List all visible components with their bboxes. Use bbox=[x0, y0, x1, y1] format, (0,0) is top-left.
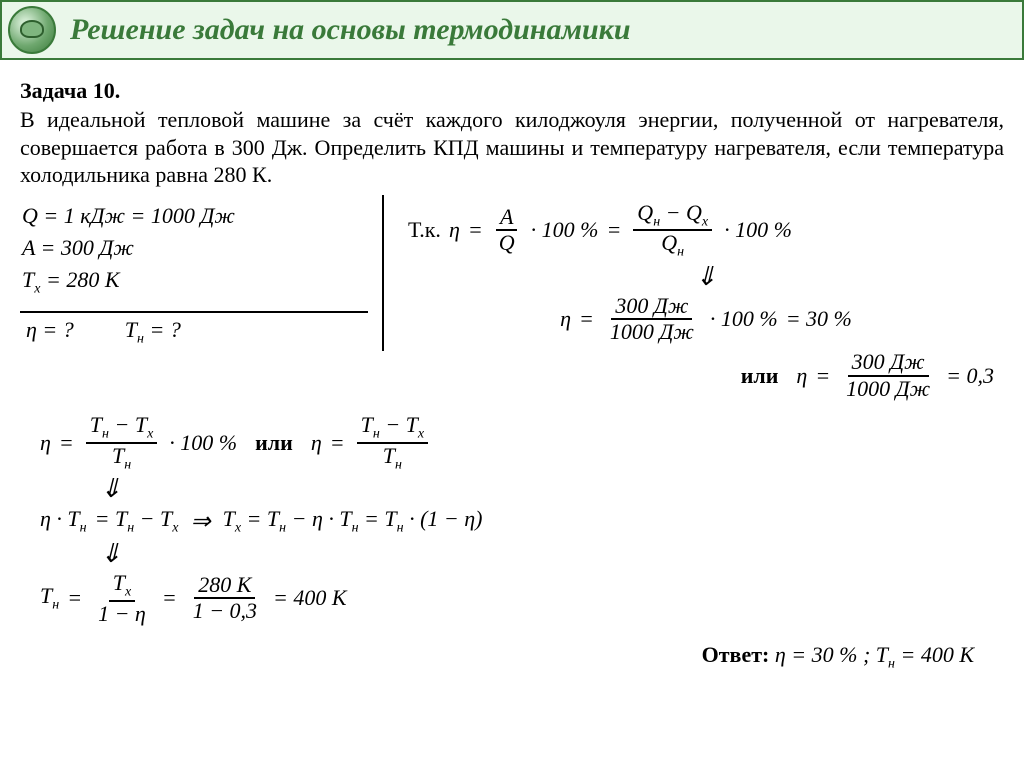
frac-calc: 300 Дж 1000 Дж bbox=[606, 294, 698, 344]
eq6: = bbox=[330, 430, 345, 456]
fracTnc-den: 1 − 0,3 bbox=[189, 599, 261, 623]
frac-alt: 300 Дж 1000 Дж bbox=[842, 350, 934, 400]
answer-label: Ответ: bbox=[702, 642, 775, 667]
find-eta: η = ? bbox=[26, 317, 74, 342]
eq8: = bbox=[162, 585, 177, 611]
frac-AQ-den: Q bbox=[495, 231, 519, 255]
answer-Tn: Tн = 400 K bbox=[876, 642, 974, 667]
eq7: = bbox=[67, 585, 82, 611]
dot100-1: · 100 % bbox=[531, 217, 599, 243]
alt-den: 1000 Дж bbox=[842, 377, 934, 401]
frac-QQ-den: Qн bbox=[657, 231, 688, 260]
eq5: = bbox=[59, 430, 74, 456]
page-title: Решение задач на основы термодинамики bbox=[70, 13, 631, 47]
dot100-3: · 100 % bbox=[710, 306, 778, 332]
der-eq1: = Tн − Tx bbox=[95, 506, 179, 536]
header-logo-icon bbox=[8, 6, 56, 54]
find-Tn-sub: н bbox=[137, 331, 144, 346]
frac-AQ-num: A bbox=[496, 205, 517, 231]
page-header: Решение задач на основы термодинамики bbox=[0, 0, 1024, 60]
eta2: η bbox=[560, 306, 571, 332]
given-and-find: Q = 1 кДж = 1000 Дж A = 300 Дж Tx = 280 … bbox=[20, 195, 384, 352]
fracTn-den: 1 − η bbox=[94, 602, 150, 626]
calc-res: = 30 % bbox=[786, 306, 852, 332]
answer-eta: η = 30 % bbox=[775, 642, 863, 667]
arrow-down-1: ⇓ bbox=[408, 264, 1004, 290]
given-block: Q = 1 кДж = 1000 Дж A = 300 Дж Tx = 280 … bbox=[20, 195, 384, 352]
dot100-4: · 100 % bbox=[169, 430, 237, 456]
find-Tn-sym: T bbox=[125, 317, 137, 342]
eta4: η bbox=[40, 430, 51, 456]
since: Т.к. bbox=[408, 217, 441, 243]
frac-QQ: Qн − Qx Qн bbox=[633, 201, 712, 261]
problem-label: Задача 10. bbox=[20, 78, 1004, 104]
temp-den2: Tн bbox=[379, 444, 406, 473]
eq-Tn-result: Tн = Tx 1 − η = 280 K 1 − 0,3 = 400 K bbox=[40, 571, 984, 626]
given-Q: Q = 1 кДж = 1000 Дж bbox=[22, 203, 362, 229]
eq3: = bbox=[579, 306, 594, 332]
eq1: = bbox=[468, 217, 483, 243]
Tx-sym: T bbox=[22, 267, 34, 292]
Tx-rest: = 280 K bbox=[40, 267, 119, 292]
eq4: = bbox=[815, 363, 830, 389]
fracTnc-num: 280 K bbox=[194, 573, 255, 599]
Tn-lhs: Tн bbox=[40, 583, 59, 613]
eq-eta-temp: η = Tн − Tx Tн · 100 % или η = Tн − Tx T… bbox=[40, 413, 984, 473]
eq-eta-alt: или η = 300 Дж 1000 Дж = 0,3 bbox=[408, 350, 1004, 400]
eq2: = bbox=[606, 217, 621, 243]
frac-AQ: A Q bbox=[495, 205, 519, 255]
etaTn: η · Tн bbox=[40, 506, 87, 536]
eta3: η bbox=[796, 363, 807, 389]
find-Tn: Tн = ? bbox=[125, 317, 181, 342]
arrow-down-2: ⇓ bbox=[40, 476, 984, 502]
eq-eta-def: Т.к. η = A Q · 100 % = Qн − Qx Qн bbox=[408, 201, 1004, 261]
alt-res: = 0,3 bbox=[946, 363, 994, 389]
alt-num: 300 Дж bbox=[848, 350, 929, 376]
fracTn-num: Tx bbox=[109, 571, 135, 602]
eq-derive: η · Tн = Tн − Tx ⇒ Tx = Tн − η · Tн = Tн… bbox=[40, 506, 984, 536]
calc-num: 300 Дж bbox=[611, 294, 692, 320]
frac-QQ-num: Qн − Qx bbox=[633, 201, 712, 232]
or-1: или bbox=[731, 363, 789, 389]
answer-sep: ; bbox=[863, 642, 876, 667]
dot100-2: · 100 % bbox=[724, 217, 792, 243]
given-Tx: Tx = 280 K bbox=[22, 267, 362, 297]
temp-num: Tн − Tx bbox=[86, 413, 158, 444]
Tn-result: = 400 K bbox=[273, 585, 347, 611]
frac-Tn-calc: 280 K 1 − 0,3 bbox=[189, 573, 261, 623]
temp-num2: Tн − Tx bbox=[357, 413, 429, 444]
find-box: η = ? Tн = ? bbox=[20, 313, 372, 351]
work-row: Q = 1 кДж = 1000 Дж A = 300 Дж Tx = 280 … bbox=[20, 195, 1004, 407]
arrow-right-1: ⇒ bbox=[186, 507, 214, 536]
Tx-eq: Tx = Tн − η · Tн = Tн · (1 − η) bbox=[223, 506, 483, 536]
answer-line: Ответ: η = 30 % ; Tн = 400 K bbox=[20, 636, 1004, 672]
frac-Tn: Tx 1 − η bbox=[94, 571, 150, 626]
eq-eta-calc: η = 300 Дж 1000 Дж · 100 % = 30 % bbox=[408, 294, 1004, 344]
given-A: A = 300 Дж bbox=[22, 235, 362, 261]
content-area: Задача 10. В идеальной тепловой машине з… bbox=[0, 60, 1024, 672]
given-box: Q = 1 кДж = 1000 Дж A = 300 Дж Tx = 280 … bbox=[20, 195, 368, 313]
eta5: η bbox=[311, 430, 322, 456]
find-Tn-rest: = ? bbox=[144, 317, 181, 342]
lower-solution: η = Tн − Tx Tн · 100 % или η = Tн − Tx T… bbox=[20, 413, 1004, 626]
or-2: или bbox=[245, 430, 303, 456]
eta1: η bbox=[449, 217, 460, 243]
frac-temp: Tн − Tx Tн bbox=[86, 413, 158, 473]
temp-den: Tн bbox=[108, 444, 135, 473]
frac-temp2: Tн − Tx Tн bbox=[357, 413, 429, 473]
problem-text: В идеальной тепловой машине за счёт кажд… bbox=[20, 106, 1004, 189]
calc-den: 1000 Дж bbox=[606, 320, 698, 344]
arrow-down-3: ⇓ bbox=[40, 541, 984, 567]
right-solution: Т.к. η = A Q · 100 % = Qн − Qx Qн bbox=[384, 195, 1004, 407]
